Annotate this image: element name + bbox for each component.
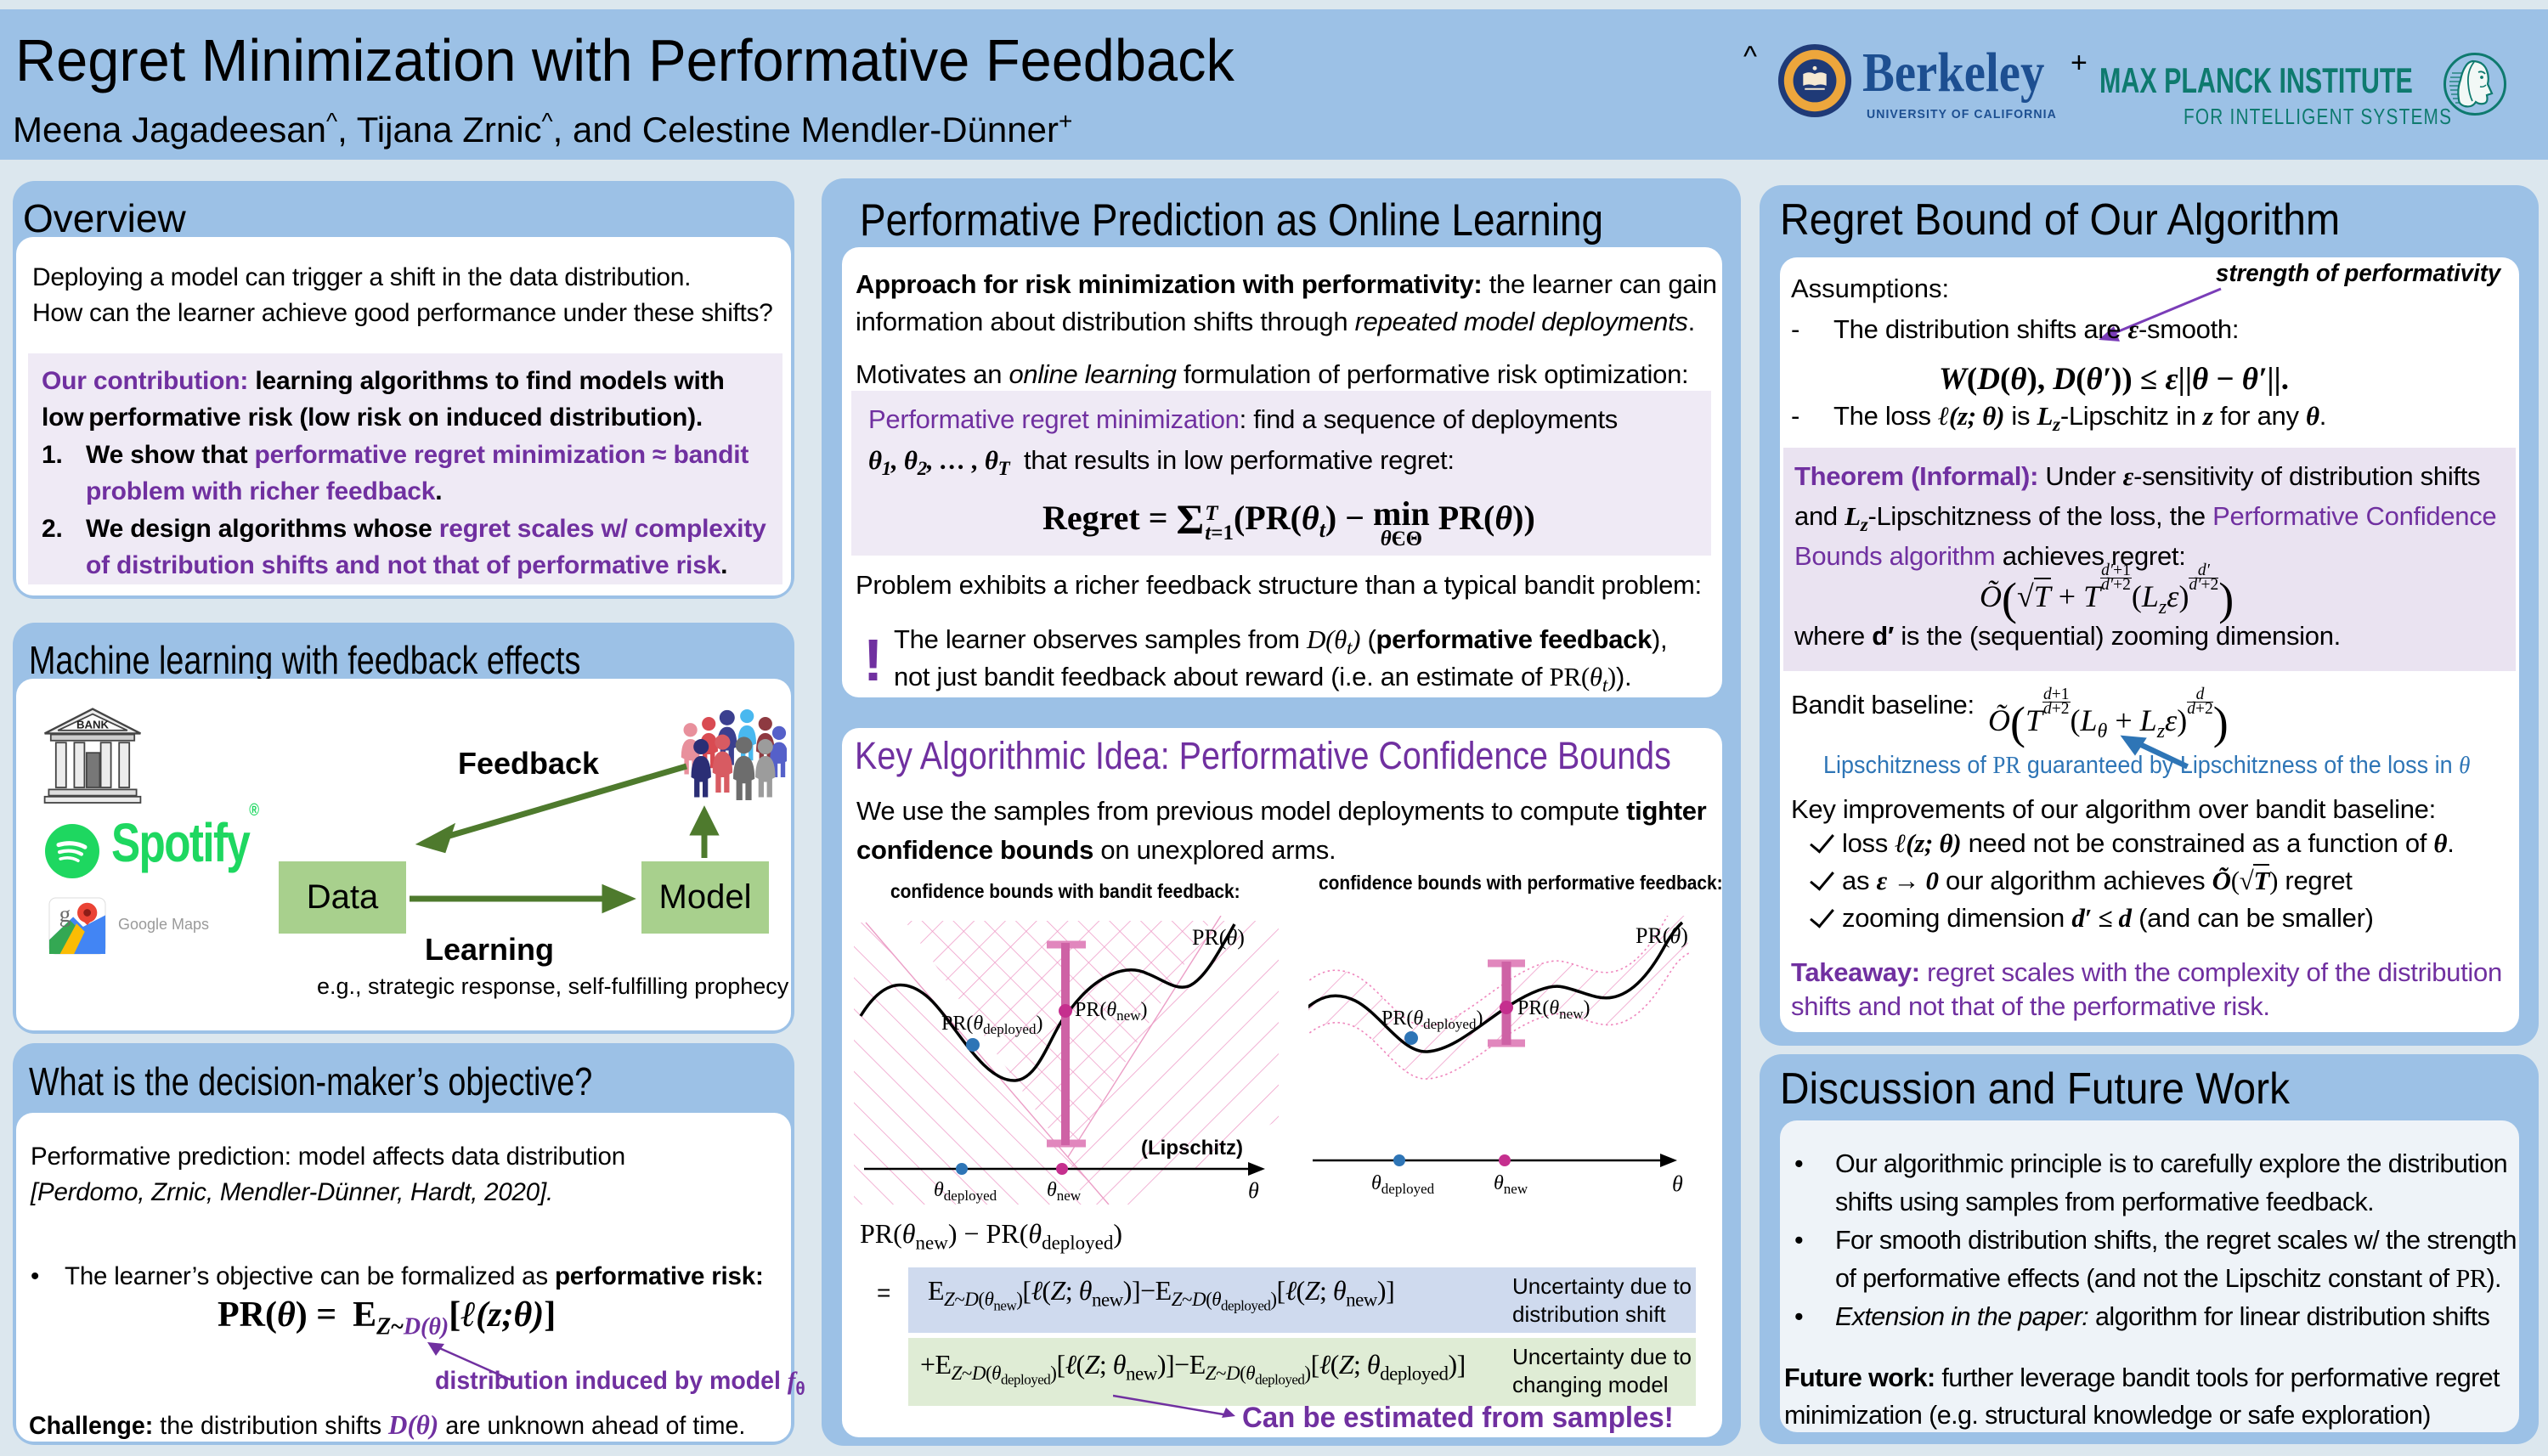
svg-text:PR(θnew): PR(θnew) bbox=[1075, 999, 1147, 1024]
svg-text:θdeployed: θdeployed bbox=[934, 1179, 997, 1204]
svg-text:PR(θ): PR(θ) bbox=[1636, 923, 1688, 948]
svg-text:θ: θ bbox=[1672, 1171, 1683, 1196]
svg-text:g: g bbox=[59, 901, 71, 927]
svg-text:θ: θ bbox=[1248, 1178, 1259, 1203]
svg-text:θnew: θnew bbox=[1047, 1179, 1082, 1204]
svg-text:(Lipschitz): (Lipschitz) bbox=[1141, 1137, 1243, 1160]
svg-text:θnew: θnew bbox=[1494, 1172, 1528, 1197]
svg-text:BANK: BANK bbox=[76, 718, 110, 731]
svg-text:θdeployed: θdeployed bbox=[1371, 1172, 1435, 1197]
svg-text:PR(θnew): PR(θnew) bbox=[1517, 997, 1590, 1022]
svg-text:PR(θ): PR(θ) bbox=[1192, 925, 1245, 950]
